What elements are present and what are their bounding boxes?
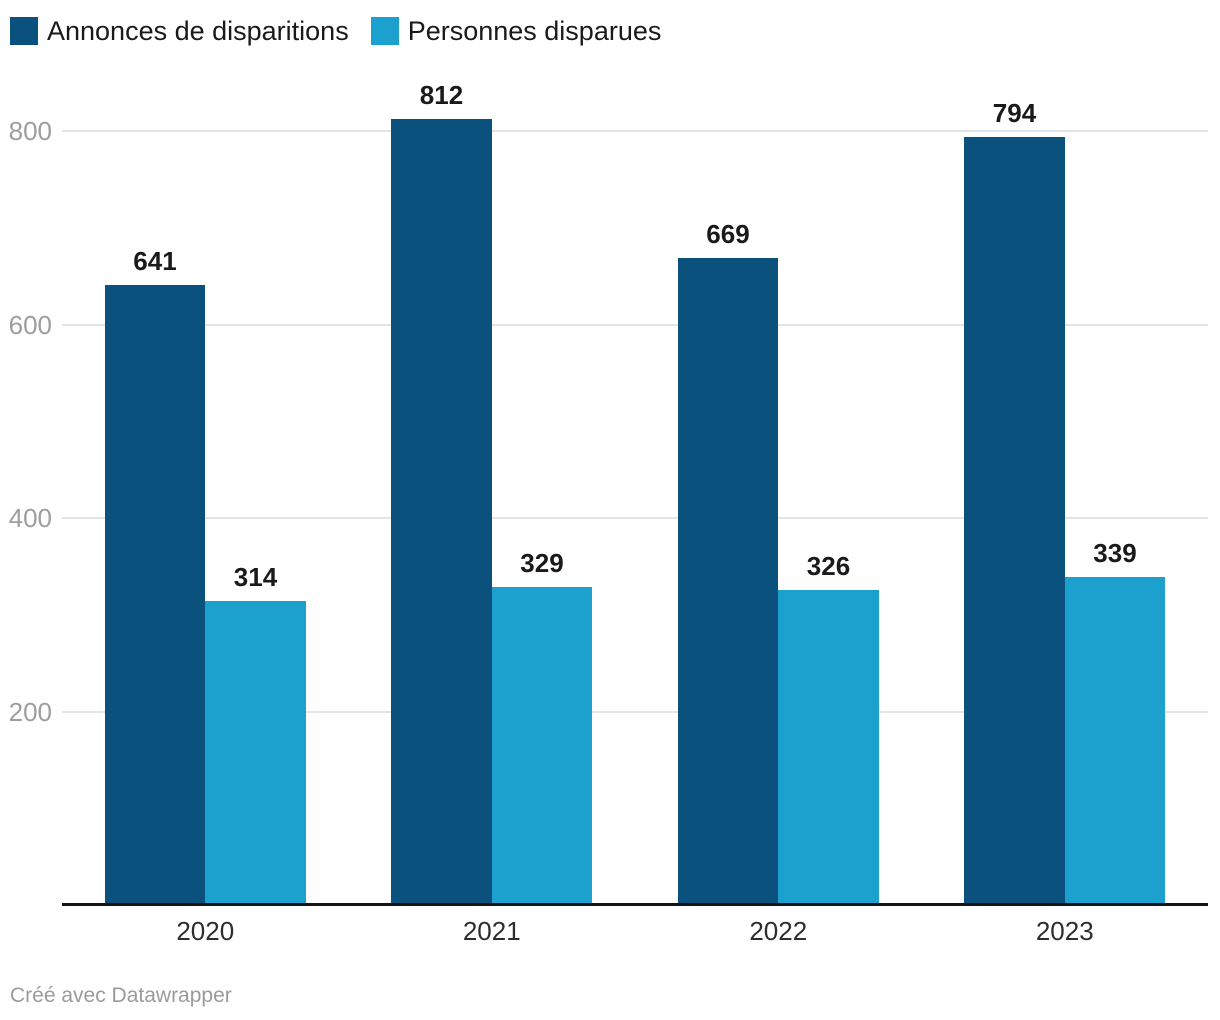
gridline bbox=[62, 517, 1208, 519]
x-axis-label-2022: 2022 bbox=[749, 916, 808, 946]
bar-personnes-disparues-2020[interactable] bbox=[205, 601, 306, 905]
gridline bbox=[62, 323, 1208, 326]
x-axis-label-2023: 2023 bbox=[1035, 916, 1094, 946]
legend-label: Annonces de disparitions bbox=[47, 16, 349, 46]
bar-value-label: 314 bbox=[233, 562, 278, 593]
bar-value-label: 329 bbox=[520, 547, 564, 578]
bar-value-label: 641 bbox=[133, 245, 177, 276]
y-axis-tick-label: 600 bbox=[8, 309, 52, 340]
bar-annonces-disparitions-2022[interactable] bbox=[677, 257, 779, 905]
y-axis-tick-label: 800 bbox=[8, 116, 52, 146]
datawrapper-credit-link[interactable]: Créé avec Datawrapper bbox=[10, 984, 232, 1007]
y-axis-tick-label: 200 bbox=[8, 696, 52, 727]
bar-personnes-disparues-2023[interactable] bbox=[1064, 577, 1166, 905]
x-axis-label-2021: 2021 bbox=[462, 916, 521, 946]
legend-item-personnes-disparues: Personnes disparues bbox=[370, 16, 662, 46]
legend-item-annonces-de-disparitions: Annonces de disparitions bbox=[10, 17, 349, 45]
bar-value-label: 669 bbox=[706, 218, 750, 249]
bar-personnes-disparues-2022[interactable] bbox=[778, 589, 879, 905]
legend-label: Personnes disparues bbox=[407, 16, 662, 46]
bar-annonces-disparitions-2021[interactable] bbox=[391, 119, 492, 905]
legend-swatch-icon bbox=[10, 17, 38, 45]
legend: Annonces de disparitions Personnes dispar… bbox=[10, 17, 661, 45]
bar-annonces-disparitions-2023[interactable] bbox=[964, 136, 1065, 905]
bar-value-label: 339 bbox=[1093, 538, 1137, 569]
gridline bbox=[62, 710, 1208, 713]
x-axis-label-2020: 2020 bbox=[176, 916, 235, 946]
bar-value-label: 794 bbox=[992, 97, 1037, 128]
y-axis-tick-label: 400 bbox=[8, 503, 52, 533]
bar-personnes-disparues-2021[interactable] bbox=[491, 586, 593, 905]
bar-annonces-disparitions-2020[interactable] bbox=[104, 284, 206, 905]
gridline bbox=[62, 130, 1208, 132]
bar-value-label: 326 bbox=[806, 550, 851, 581]
legend-swatch-icon bbox=[370, 17, 399, 45]
x-axis-line bbox=[62, 903, 1208, 906]
bar-value-label: 812 bbox=[419, 80, 464, 111]
